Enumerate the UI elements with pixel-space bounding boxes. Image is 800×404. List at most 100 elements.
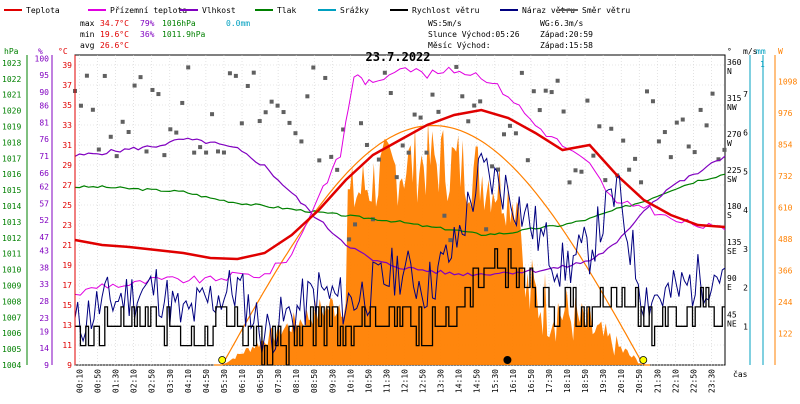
wind-direction-point bbox=[436, 109, 441, 114]
wind-direction-point bbox=[645, 89, 649, 94]
time-tick-label: 07:30 bbox=[274, 369, 283, 393]
wind-direction-point bbox=[430, 92, 435, 97]
time-tick-label: 06:10 bbox=[238, 369, 247, 393]
info-ws: WS:5m/s bbox=[428, 19, 462, 28]
degc-tick-label: 29 bbox=[62, 161, 72, 170]
time-tick-label: 08:50 bbox=[310, 369, 319, 393]
series-lines bbox=[73, 64, 727, 366]
wind-direction-point bbox=[341, 127, 346, 132]
stat-max-rain: 0.0mm bbox=[226, 19, 250, 28]
wind-direction-point bbox=[168, 127, 173, 132]
time-tick-label: 15:30 bbox=[491, 369, 500, 393]
wind-direction-point bbox=[364, 142, 369, 147]
wm2-tick-label: 366 bbox=[778, 266, 793, 275]
stat-avg-temp: 26.6°C bbox=[100, 41, 129, 50]
dir-tick-label: 90 bbox=[727, 274, 737, 283]
time-tick-label: 09:30 bbox=[328, 369, 337, 393]
time-tick-label: 04:10 bbox=[184, 369, 193, 393]
degc-tick-label: 15 bbox=[62, 301, 72, 310]
sunrise-marker bbox=[218, 356, 227, 364]
wind-direction-point bbox=[567, 180, 572, 185]
solar-theoretical-curve bbox=[214, 124, 651, 366]
ms-tick-label: 6 bbox=[743, 129, 748, 138]
time-tick-label: 06:50 bbox=[256, 369, 265, 393]
time-tick-label: 01:30 bbox=[112, 369, 121, 393]
hpa-tick-label: 1009 bbox=[2, 282, 21, 291]
wind-direction-point bbox=[591, 153, 596, 158]
wind-direction-point bbox=[376, 157, 381, 162]
pct-tick-label: 95 bbox=[39, 71, 49, 80]
wind-direction-point bbox=[424, 150, 429, 155]
wind-direction-point bbox=[603, 178, 608, 183]
wind-speed-line bbox=[75, 248, 725, 366]
wind-direction-point bbox=[674, 120, 679, 125]
wind-direction-point bbox=[281, 110, 286, 115]
legend-label: Vlhkost bbox=[202, 6, 236, 15]
time-tick-label: 03:30 bbox=[166, 369, 175, 393]
wind-direction-point bbox=[561, 109, 566, 114]
degc-tick-label: 39 bbox=[62, 61, 72, 70]
wind-direction-point bbox=[716, 157, 721, 162]
stat-min-label: min bbox=[80, 30, 95, 39]
wind-direction-point bbox=[662, 130, 667, 135]
wind-direction-point bbox=[531, 89, 536, 94]
pct-tick-label: 57 bbox=[39, 199, 49, 208]
time-tick-label: 13:30 bbox=[437, 369, 446, 393]
time-tick-label: 11:30 bbox=[382, 369, 391, 393]
ms-tick-label: 5 bbox=[743, 167, 748, 176]
wm2-tick-label: 610 bbox=[778, 203, 793, 212]
stat-min-hum: 36% bbox=[140, 30, 155, 39]
legend-label: Teplota bbox=[26, 6, 60, 15]
wind-direction-point bbox=[329, 154, 334, 159]
pct-tick-label: 23 bbox=[39, 314, 49, 323]
wind-direction-point bbox=[502, 132, 506, 137]
wind-direction-point bbox=[412, 112, 417, 117]
wind-direction-point bbox=[466, 119, 471, 124]
hpa-tick-label: 1020 bbox=[2, 107, 21, 116]
wm2-tick-label: 1098 bbox=[778, 77, 797, 86]
info-sun-set: Západ:20:59 bbox=[540, 30, 593, 39]
wind-direction-point bbox=[418, 115, 423, 120]
legend-label: Rychlost větru bbox=[412, 6, 480, 15]
wind-direction-point bbox=[490, 164, 495, 169]
time-tick-label: 10:50 bbox=[364, 369, 373, 393]
wind-direction-point bbox=[108, 134, 113, 139]
time-tick-label: 21:30 bbox=[653, 369, 662, 393]
time-tick-label: 20:50 bbox=[635, 369, 644, 393]
wind-direction-point bbox=[633, 156, 638, 161]
time-tick-label: 23:30 bbox=[707, 369, 716, 393]
wind-direction-point bbox=[198, 145, 203, 150]
pct-tick-label: 76 bbox=[39, 135, 49, 144]
hpa-tick-label: 1012 bbox=[2, 234, 21, 243]
hpa-tick-label: 1005 bbox=[2, 345, 21, 354]
pct-tick-label: 33 bbox=[39, 280, 49, 289]
hpa-tick-label: 1017 bbox=[2, 154, 21, 163]
time-tick-label: 17:30 bbox=[545, 369, 554, 393]
wind-direction-point bbox=[448, 238, 453, 243]
legend-label: Tlak bbox=[277, 6, 296, 15]
humidity-line bbox=[74, 137, 726, 277]
mm-axis-title: mm bbox=[756, 47, 766, 56]
degc-tick-label: 9 bbox=[67, 361, 72, 370]
wind-direction-point bbox=[537, 108, 542, 113]
wind-direction-point bbox=[102, 73, 107, 78]
time-tick-label: 22:50 bbox=[689, 369, 698, 393]
wind-direction-point bbox=[656, 139, 661, 144]
hpa-tick-label: 1021 bbox=[2, 91, 21, 100]
degc-tick-label: 19 bbox=[62, 261, 72, 270]
wind-direction-point bbox=[639, 180, 644, 185]
degc-tick-label: 25 bbox=[62, 201, 72, 210]
pct-tick-label: 66 bbox=[39, 169, 49, 178]
wind-direction-point bbox=[650, 99, 655, 104]
solar-radiation-fill bbox=[222, 121, 644, 365]
pct-tick-label: 28 bbox=[39, 297, 49, 306]
time-tick-label: 12:50 bbox=[419, 369, 428, 393]
degc-axis-title: °C bbox=[58, 47, 68, 56]
wind-direction-point bbox=[388, 91, 393, 96]
hpa-tick-label: 1023 bbox=[2, 59, 21, 68]
stat-max-press: 1016hPa bbox=[162, 19, 196, 28]
pct-tick-label: 38 bbox=[39, 263, 49, 272]
time-tick-label: 00:10 bbox=[76, 369, 85, 393]
